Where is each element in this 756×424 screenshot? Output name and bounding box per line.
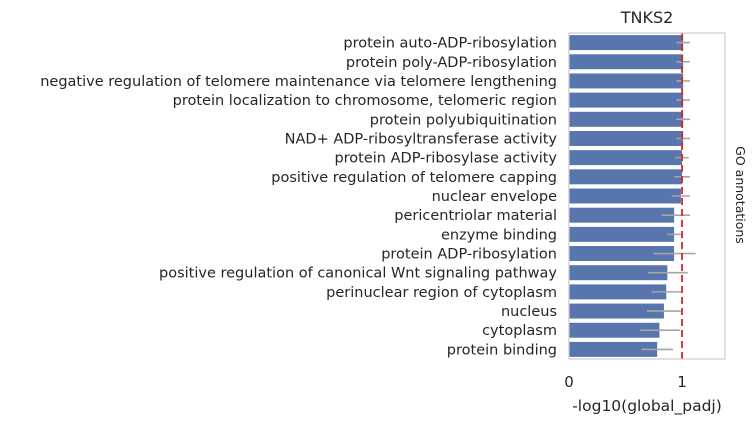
category-label: nuclear envelope bbox=[432, 189, 557, 205]
category-label: negative regulation of telomere maintena… bbox=[40, 74, 557, 90]
category-label: pericentriolar material bbox=[394, 208, 557, 224]
bar bbox=[569, 150, 683, 166]
bar bbox=[569, 73, 684, 89]
side-axis-label: GO annotations bbox=[733, 146, 748, 244]
x-axis-label: -log10(global_padj) bbox=[572, 397, 722, 416]
plot-frame bbox=[568, 32, 726, 360]
bar bbox=[569, 246, 675, 262]
bar bbox=[569, 265, 668, 281]
bar bbox=[569, 130, 684, 146]
category-label: protein polyubiquitination bbox=[370, 112, 557, 128]
bar bbox=[569, 188, 681, 204]
category-label: protein ADP-ribosylation bbox=[381, 247, 557, 263]
category-label: nucleus bbox=[501, 304, 557, 320]
bar bbox=[569, 54, 684, 70]
bar bbox=[569, 341, 658, 357]
category-labels: protein auto-ADP-ribosylation protein pol… bbox=[40, 36, 557, 359]
bar bbox=[569, 35, 684, 51]
chart-title: TNKS2 bbox=[620, 8, 674, 27]
bar bbox=[569, 226, 675, 242]
bar bbox=[569, 169, 683, 185]
bar bbox=[569, 322, 660, 338]
category-label: protein binding bbox=[447, 342, 557, 358]
category-label: positive regulation of canonical Wnt sig… bbox=[159, 266, 557, 282]
bar bbox=[569, 284, 667, 300]
bars-group bbox=[569, 35, 684, 357]
bar bbox=[569, 111, 684, 127]
category-label: enzyme binding bbox=[441, 227, 557, 243]
category-label: protein auto-ADP-ribosylation bbox=[343, 36, 557, 52]
category-label: cytoplasm bbox=[482, 323, 557, 339]
bar bbox=[569, 207, 675, 223]
category-label: protein poly-ADP-ribosylation bbox=[346, 55, 557, 71]
category-label: NAD+ ADP-ribosyltransferase activity bbox=[285, 131, 558, 147]
x-tick-label: 0 bbox=[564, 373, 574, 391]
category-label: protein localization to chromosome, telo… bbox=[173, 93, 557, 109]
bar bbox=[569, 303, 664, 319]
category-label: positive regulation of telomere capping bbox=[271, 170, 557, 186]
category-label: protein ADP-ribosylase activity bbox=[334, 151, 557, 167]
x-tick-label: 1 bbox=[677, 373, 687, 391]
category-label: perinuclear region of cytoplasm bbox=[326, 285, 557, 301]
bar bbox=[569, 92, 684, 108]
